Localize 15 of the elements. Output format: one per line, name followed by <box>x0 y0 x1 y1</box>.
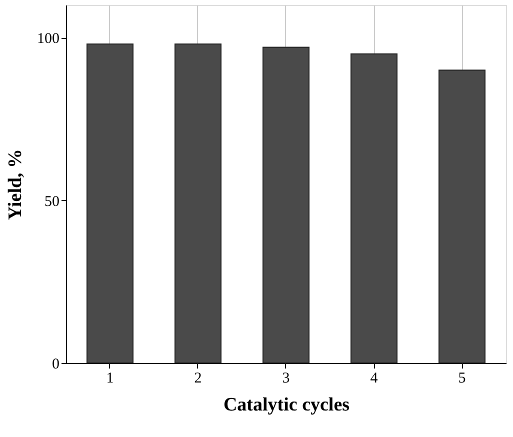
x-tick-label: 3 <box>282 370 290 386</box>
x-tick-label: 1 <box>106 370 114 386</box>
y-axis-title: Yield, % <box>5 148 26 220</box>
bar <box>438 70 486 364</box>
y-tick-label: 100 <box>37 31 60 48</box>
bar <box>262 46 310 364</box>
bar <box>86 44 134 364</box>
x-axis-title: Catalytic cycles <box>223 394 350 416</box>
y-tick-label: 50 <box>44 194 60 210</box>
bar <box>174 44 222 364</box>
x-tick-label: 2 <box>194 370 202 386</box>
x-tick-label: 5 <box>458 370 466 386</box>
y-tick-label: 0 <box>52 356 60 372</box>
bar <box>350 53 398 364</box>
x-tick-label: 4 <box>370 370 378 386</box>
